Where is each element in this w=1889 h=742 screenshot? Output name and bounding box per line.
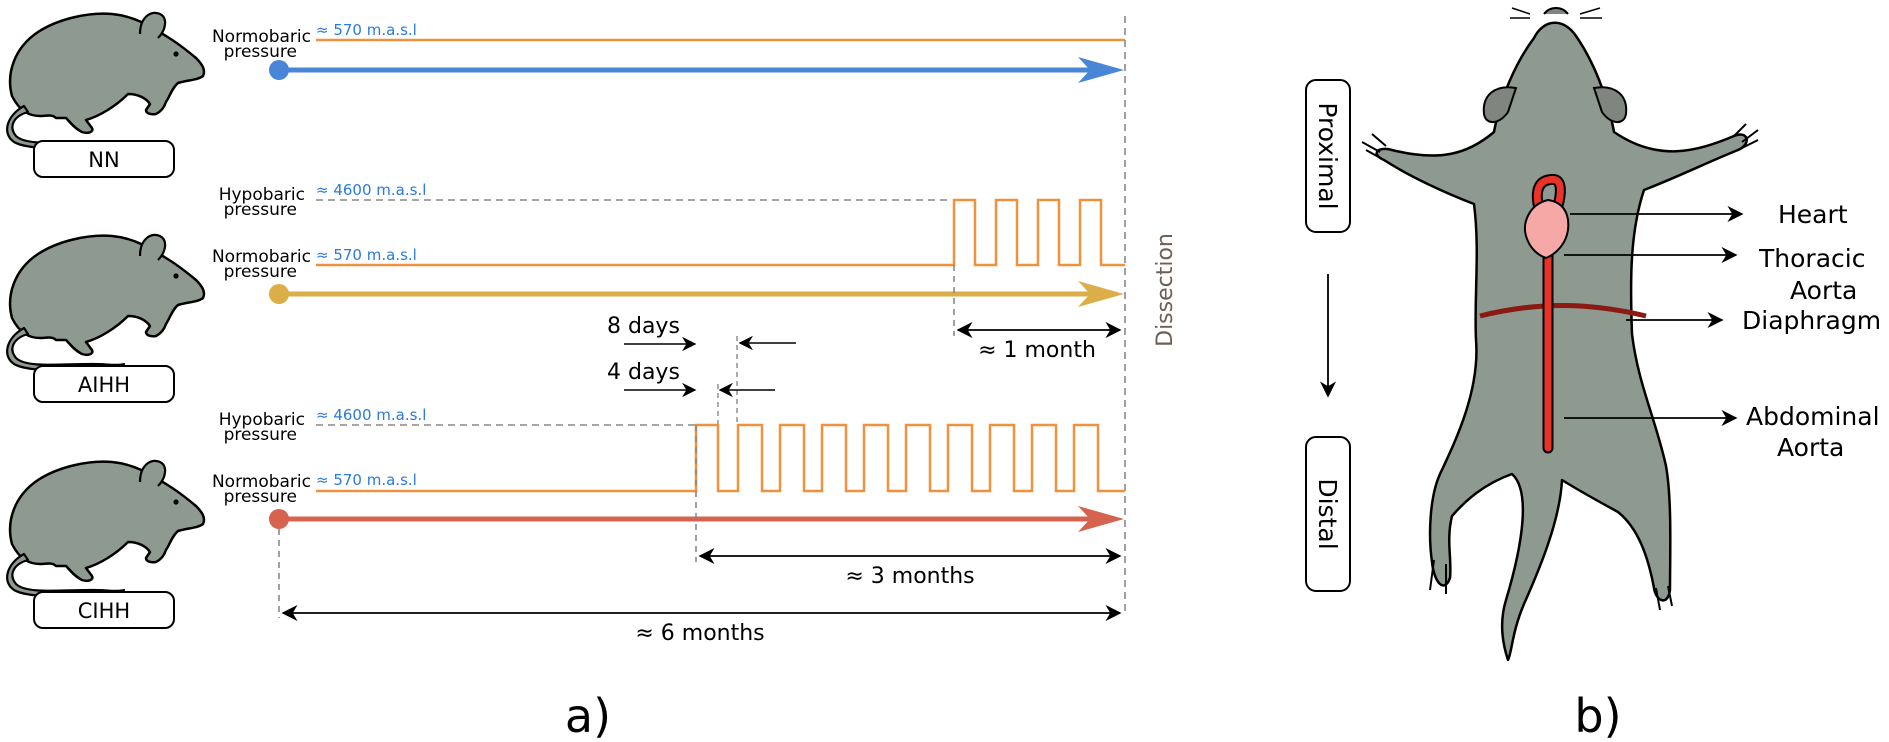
- panel-b-label: b): [1574, 689, 1621, 742]
- nn-normobaric-altitude: ≈ 570 m.a.s.l: [316, 21, 417, 39]
- nn-start-dot: [269, 60, 289, 80]
- aihh-start-dot: [269, 284, 289, 304]
- cihh-pressure-trace: [316, 423, 1125, 493]
- cihh-hypobaric-label-1: Hypobaric: [219, 410, 305, 430]
- aihh-hypobaric-label-2: pressure: [224, 200, 297, 220]
- cihh-label-box: [33, 591, 175, 629]
- cihh-start-dot: [269, 509, 289, 529]
- aihh-duration: ≈ 1 month: [978, 338, 1096, 363]
- aihh-pressure-trace: [316, 198, 1125, 267]
- four-days-label: 4 days: [607, 360, 680, 385]
- diaphragm-label: Diaphragm: [1742, 306, 1881, 335]
- cihh-total-duration: ≈ 6 months: [635, 621, 764, 646]
- rat-dorsal-illustration: [1361, 7, 1759, 662]
- diaphragm-shape: [1479, 303, 1647, 319]
- rat-illustration-cihh: [5, 459, 206, 598]
- cihh-normobaric-label-2: pressure: [224, 487, 297, 507]
- aihh-arrowhead: [1078, 281, 1124, 307]
- cihh-hypobaric-altitude: ≈ 4600 m.a.s.l: [316, 406, 426, 424]
- nn-label: NN: [88, 148, 119, 172]
- heart-label: Heart: [1778, 200, 1848, 229]
- nn-arrowhead: [1078, 57, 1124, 83]
- rat-illustration-nn: [5, 11, 206, 150]
- thoracic-aorta-label-1: Thoracic: [1758, 244, 1865, 273]
- nn-normobaric-label-1: Normobaric: [212, 27, 311, 47]
- distal-box: [1305, 436, 1351, 592]
- aihh-normobaric-altitude: ≈ 570 m.a.s.l: [316, 246, 417, 264]
- aihh-hypobaric-label-1: Hypobaric: [219, 185, 305, 205]
- eight-days-label: 8 days: [607, 314, 680, 339]
- cihh-normobaric-altitude: ≈ 570 m.a.s.l: [316, 471, 417, 489]
- heart-shape: [1524, 198, 1570, 260]
- cihh-arrowhead: [1078, 506, 1124, 532]
- cihh-hypoxia-duration: ≈ 3 months: [845, 564, 974, 589]
- panel-a-label: a): [565, 689, 611, 742]
- aihh-label: AIHH: [78, 373, 130, 397]
- dissection-label: Dissection: [1153, 233, 1178, 347]
- nn-label-box: [33, 140, 175, 178]
- abdominal-aorta-label-2: Aorta: [1777, 433, 1844, 462]
- aihh-label-box: [33, 365, 175, 403]
- proximal-label: Proximal: [1313, 102, 1342, 209]
- thoracic-aorta-label-2: Aorta: [1790, 276, 1857, 305]
- cihh-hypobaric-label-2: pressure: [224, 425, 297, 445]
- rat-illustration-aihh: [5, 233, 206, 372]
- proximal-box: [1305, 79, 1351, 233]
- nn-normobaric-label-2: pressure: [224, 42, 297, 62]
- aihh-normobaric-label-1: Normobaric: [212, 247, 311, 267]
- aihh-normobaric-label-2: pressure: [224, 262, 297, 282]
- cihh-label: CIHH: [78, 599, 130, 623]
- aihh-hypobaric-altitude: ≈ 4600 m.a.s.l: [316, 181, 426, 199]
- distal-label: Distal: [1313, 478, 1342, 549]
- abdominal-aorta-label-1: Abdominal: [1746, 402, 1880, 431]
- cihh-normobaric-label-1: Normobaric: [212, 472, 311, 492]
